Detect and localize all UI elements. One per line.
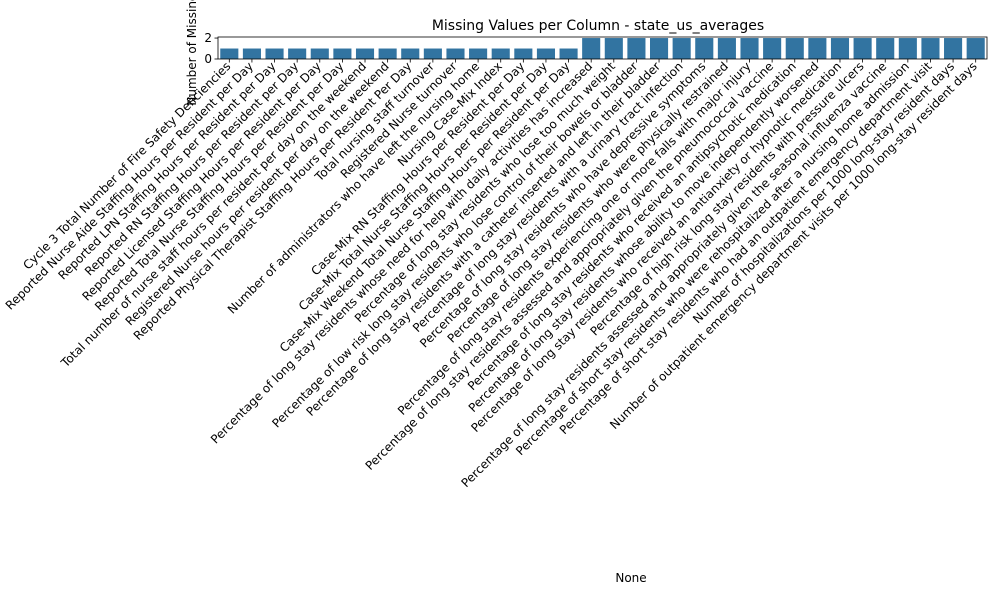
bar: [649, 38, 669, 59]
bar: [310, 48, 329, 59]
bar: [288, 48, 307, 59]
bar: [242, 48, 261, 59]
chart-title: Missing Values per Column - state_us_ave…: [432, 18, 764, 34]
bar: [763, 38, 782, 59]
plot-area: [217, 36, 988, 60]
bar: [604, 38, 623, 59]
bar: [378, 48, 397, 59]
bar: [333, 48, 352, 59]
y-tick-label: 0: [204, 52, 212, 66]
bar: [582, 38, 601, 59]
bar: [695, 38, 714, 59]
bar: [559, 48, 578, 59]
y-axis: 02: [204, 31, 218, 66]
bar: [921, 38, 940, 59]
bar: [944, 38, 963, 59]
bar: [355, 48, 375, 59]
bar: [717, 38, 736, 59]
bar: [740, 38, 759, 59]
bar: [785, 38, 804, 59]
x-axis-label: None: [615, 571, 646, 585]
bar: [672, 38, 691, 59]
bar: [853, 38, 872, 59]
y-tick-label: 2: [204, 31, 212, 45]
bar: [536, 48, 556, 59]
bar: [898, 38, 917, 59]
bar: [446, 48, 465, 59]
y-axis-label: Number of Missing Values: [185, 0, 199, 106]
bar: [808, 38, 827, 59]
plot-frame: [217, 36, 988, 60]
bar: [220, 48, 239, 59]
bar: [423, 48, 442, 59]
bar: [876, 38, 895, 59]
bar: [469, 48, 488, 59]
bar: [401, 48, 420, 59]
x-tick-label: Reported LPN Staffing Hours per Resident…: [55, 59, 278, 282]
bar: [491, 48, 510, 59]
bar: [966, 38, 985, 59]
bar: [830, 38, 850, 59]
bar: [265, 48, 284, 59]
bar: [514, 48, 533, 59]
bar: [627, 38, 646, 59]
x-axis: Cycle 3 Total Number of Fire Safety Defi…: [3, 59, 980, 490]
